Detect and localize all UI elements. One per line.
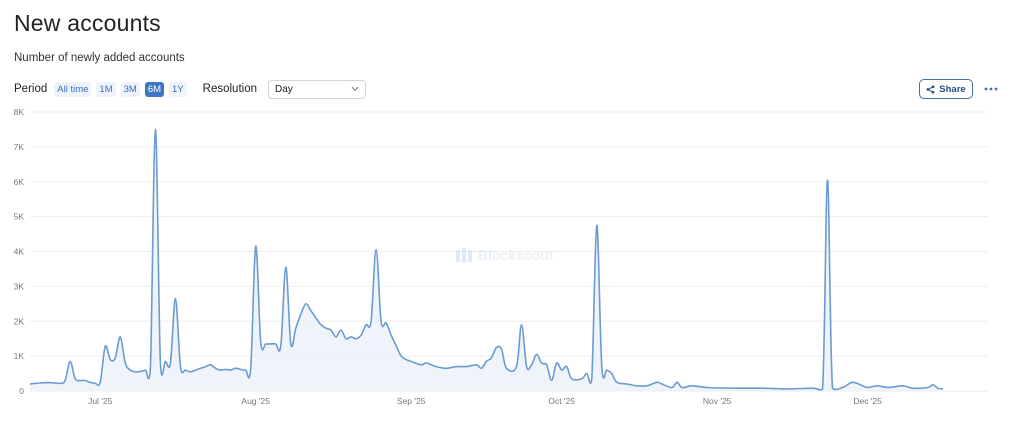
period-1y-button[interactable]: 1Y — [169, 81, 187, 97]
more-options-button[interactable] — [982, 81, 1000, 97]
page-subtitle: Number of newly added accounts — [14, 52, 185, 64]
watermark-text: Blockscout — [478, 247, 554, 263]
y-tick-label: 3K — [14, 281, 25, 291]
y-tick-label: 7K — [14, 142, 25, 152]
y-tick-label: 2K — [14, 316, 25, 326]
period-all-time-button[interactable]: All time — [54, 81, 92, 97]
period-6m-button[interactable]: 6M — [144, 81, 165, 97]
period-3m-button[interactable]: 3M — [120, 81, 140, 97]
y-tick-label: 4K — [14, 247, 25, 257]
share-label: Share — [939, 83, 966, 95]
resolution-label: Resolution — [202, 83, 257, 95]
chevron-down-icon — [351, 85, 359, 94]
resolution-select[interactable]: Day — [267, 79, 366, 99]
more-dots-icon — [984, 87, 998, 91]
chart-controls: Period All time 1M 3M 6M 1Y Resolution D… — [14, 79, 366, 99]
series-line — [29, 128, 943, 391]
page-title: New accounts — [14, 10, 161, 36]
x-axis: Jul '25 Aug '25 Sep '25 Oct '25 Nov '25 Dec '… — [88, 396, 882, 406]
watermark: Blockscout — [456, 247, 554, 263]
x-tick-label: Aug '25 — [241, 396, 270, 406]
blockscout-logo-icon — [456, 248, 472, 262]
y-tick-label: 5K — [14, 212, 25, 222]
y-tick-label: 0 — [19, 386, 24, 396]
y-tick-label: 6K — [14, 177, 25, 187]
y-tick-label: 8K — [14, 107, 25, 117]
share-button[interactable]: Share — [919, 79, 973, 99]
share-icon — [926, 84, 935, 94]
resolution-value: Day — [274, 83, 293, 95]
y-axis: 0 1K 2K 3K 4K 5K 6K 7K 8K — [14, 107, 25, 396]
period-1m-button[interactable]: 1M — [96, 81, 116, 97]
period-label: Period — [14, 83, 48, 95]
series-area — [30, 129, 943, 391]
new-accounts-chart: Blockscout 0 1K 2K 3K 4K 5K 6K 7K 8K Jul '25 Aug … — [14, 107, 988, 406]
x-tick-label: Jul '25 — [88, 396, 113, 406]
x-tick-label: Sep '25 — [397, 396, 426, 406]
x-tick-label: Nov '25 — [703, 396, 732, 406]
x-tick-label: Oct '25 — [548, 396, 575, 406]
x-tick-label: Dec '25 — [853, 396, 882, 406]
y-tick-label: 1K — [14, 351, 25, 361]
